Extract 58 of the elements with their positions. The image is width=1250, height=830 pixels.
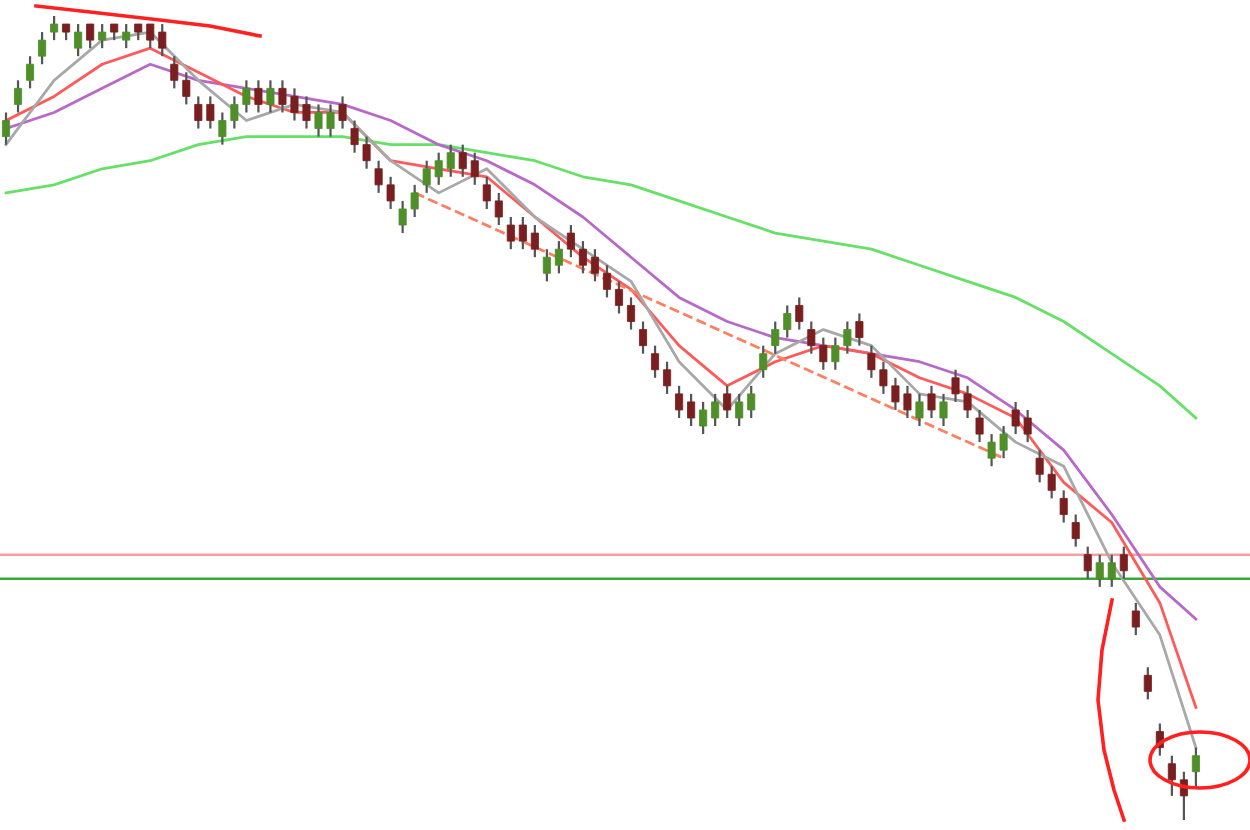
- candlestick: [675, 384, 684, 420]
- candlestick: [26, 55, 35, 90]
- candlestick: [554, 240, 563, 275]
- candlestick: [338, 95, 347, 130]
- candlestick: [855, 312, 864, 347]
- candlestick: [254, 79, 263, 114]
- candlestick: [915, 392, 924, 428]
- candlestick: [542, 248, 551, 283]
- candlestick: [158, 22, 167, 58]
- candlestick: [86, 22, 95, 50]
- candlestick: [14, 79, 23, 114]
- candlestick: [506, 215, 515, 251]
- candlestick: [98, 22, 107, 50]
- candlestick: [783, 304, 792, 339]
- candlestick: [1, 111, 11, 146]
- candlestick: [482, 175, 491, 211]
- candlestick: [1119, 545, 1128, 580]
- candlestick: [1095, 553, 1104, 588]
- candlestick: [74, 22, 83, 58]
- candlestick: [1107, 553, 1116, 588]
- candlestick: [1191, 746, 1200, 789]
- candlestick: [1143, 666, 1152, 701]
- candlestick: [146, 22, 155, 50]
- candlestick: [723, 384, 732, 420]
- candlestick: [795, 296, 804, 331]
- candlestick: [747, 384, 756, 420]
- candlestick: [1083, 545, 1092, 580]
- candlestick: [626, 296, 636, 331]
- candlestick: [771, 320, 780, 355]
- candlestick: [1071, 513, 1080, 548]
- candlestick: [50, 14, 59, 42]
- candlestick: [1167, 754, 1176, 797]
- candlestick: [566, 223, 575, 259]
- candlestick: [470, 151, 479, 186]
- candlestick: [578, 240, 587, 275]
- candlestick: [602, 264, 611, 299]
- candlestick: [38, 30, 47, 66]
- candlestick: [494, 191, 503, 227]
- candlestick: [687, 392, 696, 428]
- candlestick: [530, 223, 539, 259]
- candlestick: [927, 384, 936, 420]
- candlestick: [711, 392, 720, 428]
- candlestick: [518, 215, 527, 251]
- candlestick: [1131, 601, 1140, 637]
- candlestick: [663, 360, 672, 395]
- candlestick: [639, 320, 648, 355]
- candlestick: [614, 280, 624, 315]
- candlestick: [975, 408, 984, 444]
- candlestick: [266, 79, 275, 114]
- candlestick: [699, 400, 708, 436]
- candlestick: [590, 248, 599, 283]
- candlestick: [458, 143, 467, 178]
- candlestick: [735, 392, 744, 428]
- candlestick: [759, 344, 768, 379]
- candlestick: [939, 392, 948, 428]
- candlestick: [651, 344, 660, 379]
- candlestick: [1059, 489, 1068, 524]
- candlestick: [122, 22, 131, 50]
